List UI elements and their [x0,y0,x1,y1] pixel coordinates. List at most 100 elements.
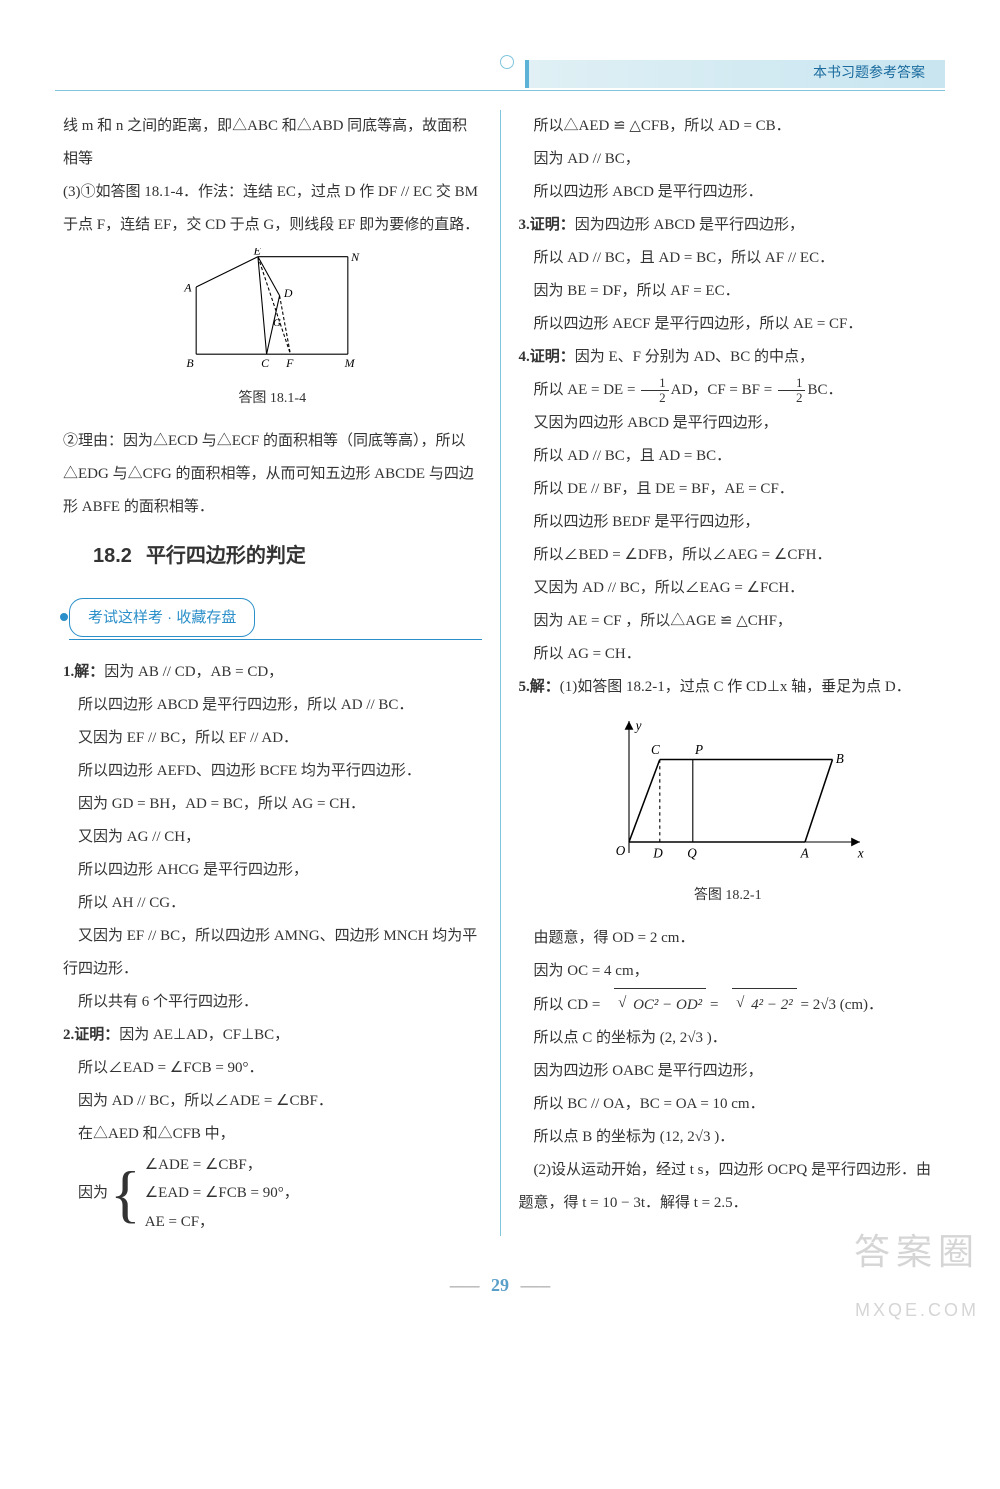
text: 因为四边形 ABCD 是平行四边形， [575,217,804,233]
content-columns: 线 m 和 n 之间的距离，即△ABC 和△ABD 同底等高，故面积相等 (3)… [55,110,945,1236]
svg-text:C: C [651,742,660,757]
svg-text:C: C [261,356,270,370]
q5-l4: 所以 CD = OC² − OD² = 4² − 2² = 2√3 (cm)． [519,988,938,1022]
figure-18-1-4: E N A D G B C F M [63,248,482,382]
text: AD，CF = BF = [671,382,776,398]
text: 因为 E、F 分别为 AD、BC 的中点， [575,349,814,365]
svg-text:N: N [350,250,360,264]
svg-text:y: y [633,718,641,733]
header-ornament [500,55,514,69]
text: 所以∠EAD = ∠FCB = 90°． [63,1052,482,1085]
text: 所以点 C 的坐标为 (2, 2√3 )． [519,1022,938,1055]
fraction: 12 [641,376,669,406]
svg-text:B: B [187,356,195,370]
left-column: 线 m 和 n 之间的距离，即△ABC 和△ABD 同底等高，故面积相等 (3)… [55,110,501,1236]
q4: 4.证明：因为 E、F 分别为 AD、BC 的中点， [519,341,938,374]
svg-text:B: B [836,751,844,766]
text: 因为四边形 OABC 是平行四边形， [519,1055,938,1088]
q5: 5.解：(1)如答图 18.2-1，过点 C 作 CD⊥x 轴，垂足为点 D． [519,671,938,704]
figure-label: 答图 18.1-4 [63,384,482,415]
text: AE = CF， [145,1208,299,1237]
text: 所以共有 6 个平行四边形． [63,986,482,1019]
footer-deco: ─── [450,1280,480,1295]
figure-label: 答图 18.2-1 [519,881,938,912]
text: BC． [807,382,842,398]
figure-18-2-1: y C P B O D Q A x [519,710,938,879]
text: 所以 AH // CG． [63,887,482,920]
text: 所以 DE // BF，且 DE = BF，AE = CF． [519,473,938,506]
text: (2)设从运动开始，经过 t s，四边形 OCPQ 是平行四边形．由题意，得 t… [519,1154,938,1220]
svg-text:A: A [799,845,809,860]
page-footer: ─── 29 ─── [55,1266,945,1306]
svg-text:D: D [283,286,293,300]
watermark-url: MXQE.COM [854,1291,980,1331]
text: 又因为 AD // BC，所以∠EAG = ∠FCH． [519,572,938,605]
section-title: 18.2 平行四边形的判定 [93,534,482,578]
page-number: 29 [491,1275,509,1295]
q2: 2.证明：因为 AE⊥AD，CF⊥BC， [63,1019,482,1052]
text: 4² − 2² [751,997,793,1013]
svg-text:P: P [694,742,703,757]
dot-icon [60,613,68,621]
q3: 3.证明：因为四边形 ABCD 是平行四边形， [519,209,938,242]
brace-icon: { [110,1162,141,1226]
blue-underline [69,639,482,640]
text: 由题意，得 OD = 2 cm． [519,922,938,955]
text: 因为 OC = 4 cm， [519,955,938,988]
sqrt: 4² − 2² [732,988,797,1022]
svg-text:D: D [652,845,663,860]
fraction: 12 [778,376,806,406]
svg-text:A: A [184,280,193,294]
text: 所以 AG = CH． [519,638,938,671]
watermark: 答案圈 MXQE.COM [854,1212,980,1331]
svg-text:x: x [857,845,864,860]
text: = 2√3 (cm)． [797,997,883,1013]
text: ∠ADE = ∠CBF， [145,1151,299,1180]
exam-box: 考试这样考 · 收藏存盘 [69,598,255,637]
q-label: 5.解： [519,679,560,695]
svg-text:O: O [616,843,626,858]
text: ②理由：因为△ECD 与△ECF 的面积相等（同底等高），所以△EDG 与△CF… [63,425,482,524]
text: 所以∠BED = ∠DFB，所以∠AEG = ∠CFH． [519,539,938,572]
text: 所以四边形 ABCD 是平行四边形，所以 AD // BC． [63,689,482,722]
text: 所以 AD // BC，且 AD = BC． [519,440,938,473]
svg-text:F: F [285,356,294,370]
text: 又因为 EF // BC，所以四边形 AMNG、四边形 MNCH 均为平行四边形… [63,920,482,986]
text: 又因为四边形 ABCD 是平行四边形， [519,407,938,440]
q1: 1.解：因为 AB // CD，AB = CD， [63,656,482,689]
text: 所以 AE = DE = [534,382,640,398]
text: = [706,997,722,1013]
text: 所以四边形 AEFD、四边形 BCFE 均为平行四边形． [63,755,482,788]
text: 所以 BC // OA，BC = OA = 10 cm． [519,1088,938,1121]
right-column: 所以△AED ≌ △CFB，所以 AD = CB． 因为 AD // BC， 所… [501,110,946,1236]
q-label: 1.解： [63,664,104,680]
text: (1)如答图 18.2-1，过点 C 作 CD⊥x 轴，垂足为点 D． [560,679,911,695]
header-rule [55,90,945,91]
sqrt: OC² − OD² [614,988,706,1022]
text: 所以△AED ≌ △CFB，所以 AD = CB． [519,110,938,143]
text: 所以四边形 BEDF 是平行四边形， [519,506,938,539]
text: 所以四边形 ABCD 是平行四边形． [519,176,938,209]
text: 所以点 B 的坐标为 (12, 2√3 )． [519,1121,938,1154]
text: 又因为 EF // BC，所以 EF // AD． [63,722,482,755]
text: 线 m 和 n 之间的距离，即△ABC 和△ABD 同底等高，故面积相等 [63,110,482,176]
section-number: 18.2 [93,545,132,567]
header-title: 本书习题参考答案 [525,60,945,88]
text: (3)①如答图 18.1-4．作法：连结 EC，过点 D 作 DF // EC … [63,176,482,242]
q-label: 4.证明： [519,349,575,365]
svg-text:E: E [253,248,262,258]
text: 因为 BE = DF，所以 AF = EC． [519,275,938,308]
text: 因为 GD = BH，AD = BC，所以 AG = CH． [63,788,482,821]
footer-deco: ─── [521,1280,551,1295]
blue-box-wrap: 考试这样考 · 收藏存盘 [63,592,482,642]
text: 因为 AD // BC，所以∠ADE = ∠CBF． [63,1085,482,1118]
q-label: 2.证明： [63,1027,119,1043]
watermark-text: 答案圈 [854,1212,980,1291]
section-name: 平行四边形的判定 [146,545,306,567]
brace-lines: ∠ADE = ∠CBF， ∠EAD = ∠FCB = 90°， AE = CF， [145,1151,299,1237]
text: ∠EAD = ∠FCB = 90°， [145,1179,299,1208]
text: 所以 CD = [534,997,605,1013]
text: OC² − OD² [633,997,702,1013]
text: 因为 AE = CF ，所以△AGE ≌ △CHF， [519,605,938,638]
text: 所以四边形 AHCG 是平行四边形， [63,854,482,887]
